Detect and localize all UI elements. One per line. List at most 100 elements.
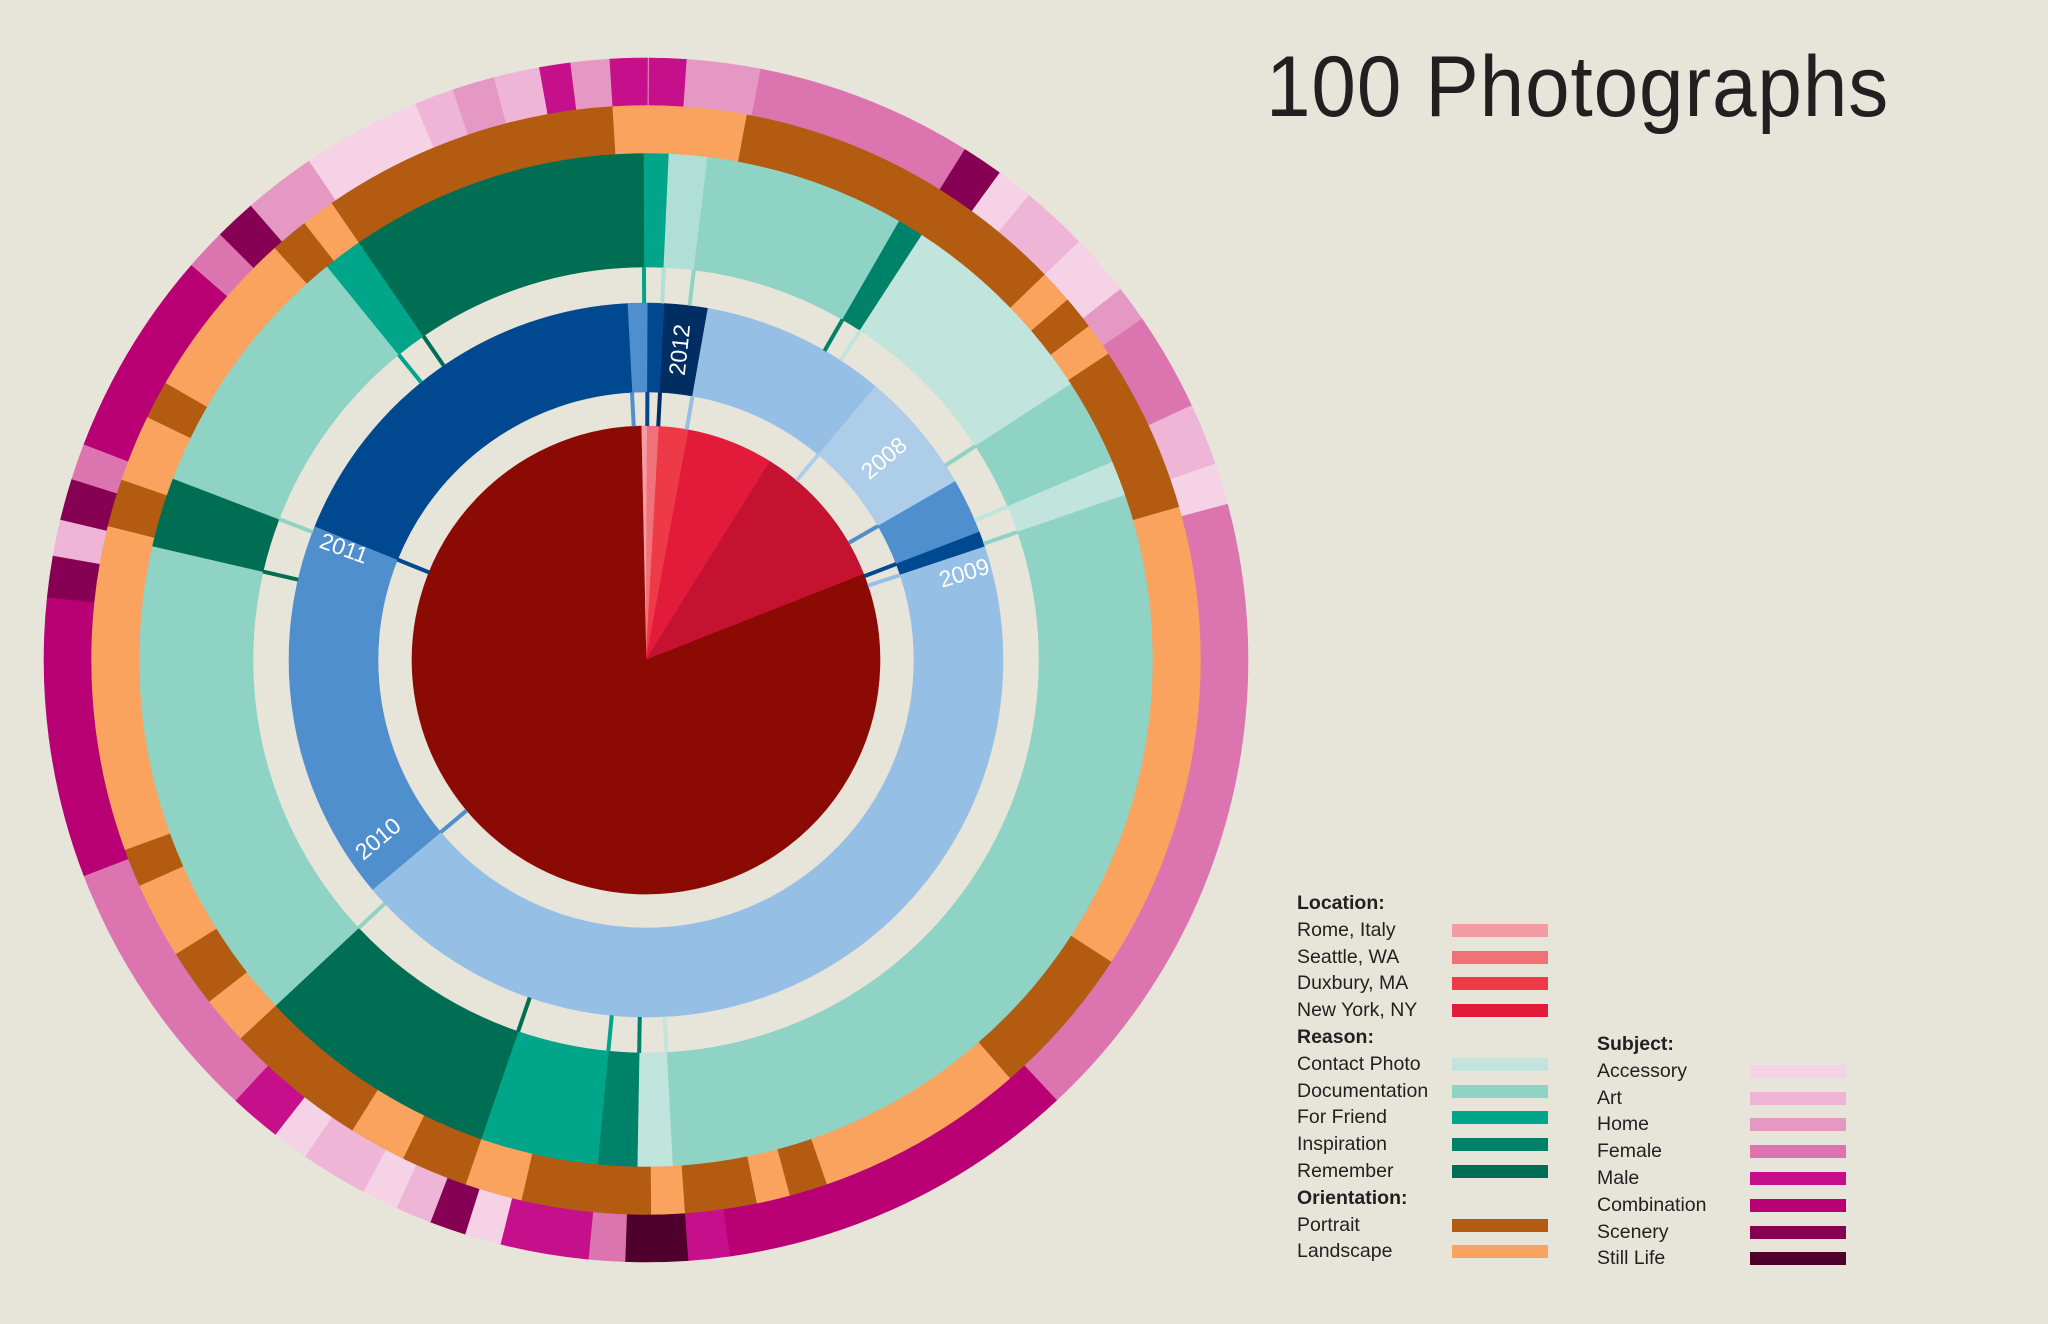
ring-location bbox=[411, 425, 881, 895]
chart-title: 100 Photographs bbox=[1266, 39, 1890, 135]
legend-label: Portrait bbox=[1297, 1213, 1360, 1236]
connector-spoke bbox=[656, 392, 663, 427]
legend-label: Male bbox=[1597, 1166, 1640, 1189]
segment-home bbox=[683, 59, 762, 116]
legend-swatch bbox=[1750, 1145, 1846, 1159]
legend-header-orientation: Orientation: bbox=[1297, 1186, 1408, 1209]
connector-spoke bbox=[687, 269, 696, 306]
legend-item-portrait: Portrait bbox=[1297, 1212, 1548, 1239]
segment--unlabeled- bbox=[645, 461, 865, 661]
segment-landscape bbox=[611, 104, 748, 162]
segment-home bbox=[570, 58, 613, 110]
legend-item-remember: Remember bbox=[1297, 1158, 1548, 1185]
legend-label: Accessory bbox=[1597, 1059, 1687, 1082]
connector-spoke bbox=[357, 902, 387, 930]
connector-spoke bbox=[629, 392, 636, 427]
segment-male bbox=[684, 1209, 731, 1261]
legend-right-column: Subject: Accessory Art Home Female Male … bbox=[1597, 1031, 1846, 1272]
legend-label: Duxbury, MA bbox=[1297, 972, 1409, 995]
segment-female bbox=[587, 1212, 627, 1262]
legend-item-still-life: Still Life bbox=[1597, 1245, 1846, 1272]
connector-spoke bbox=[822, 318, 845, 352]
legend-swatch bbox=[1750, 1252, 1846, 1266]
legend-header-subject: Subject: bbox=[1597, 1033, 1674, 1055]
legend-item-home: Home bbox=[1597, 1111, 1846, 1138]
legend-label: Landscape bbox=[1297, 1240, 1393, 1263]
legend-label: New York, NY bbox=[1297, 999, 1418, 1022]
legend-swatch bbox=[1452, 1218, 1548, 1232]
legend-swatch bbox=[1750, 1171, 1846, 1185]
legend-label: Scenery bbox=[1597, 1220, 1669, 1243]
legend-swatch bbox=[1452, 1138, 1548, 1152]
legend-left-column: Location: Rome, Italy Seattle, WA Duxbur… bbox=[1297, 890, 1548, 1265]
legend-label: Female bbox=[1597, 1140, 1663, 1163]
connector-spoke bbox=[863, 562, 897, 579]
legend-label: Documentation bbox=[1297, 1079, 1429, 1102]
connector-spoke bbox=[421, 334, 446, 367]
legend-swatch bbox=[1452, 950, 1548, 964]
year-label-2012: 2012 bbox=[664, 323, 695, 377]
connector-spoke bbox=[684, 395, 695, 430]
legend-label: Inspiration bbox=[1297, 1133, 1387, 1156]
legend-label: Still Life bbox=[1597, 1247, 1666, 1270]
legend-label: Home bbox=[1597, 1113, 1650, 1136]
segment-landscape bbox=[650, 1165, 686, 1216]
segment--unlabeled- bbox=[411, 425, 881, 895]
legend-item-seattle: Seattle, WA bbox=[1297, 944, 1548, 971]
legend-item-contact-photo: Contact Photo bbox=[1297, 1051, 1548, 1078]
segment-male bbox=[648, 57, 688, 107]
connector-spoke bbox=[637, 1016, 642, 1053]
legend-header-location: Location: bbox=[1297, 892, 1385, 914]
connector-spoke bbox=[397, 353, 423, 384]
legend-swatch bbox=[1452, 1164, 1548, 1178]
legend-item-duxbury: Duxbury, MA bbox=[1297, 970, 1548, 997]
connector-spoke bbox=[973, 504, 1009, 523]
ring-orientation bbox=[90, 104, 1202, 1216]
segment-contact-photo bbox=[636, 1052, 673, 1168]
legend-item-scenery: Scenery bbox=[1597, 1219, 1846, 1246]
connector-spoke bbox=[439, 808, 469, 834]
legend-label: For Friend bbox=[1297, 1106, 1387, 1129]
segment-2009 bbox=[372, 546, 1004, 1018]
legend-header-reason: Reason: bbox=[1297, 1025, 1374, 1048]
legend-item-accessory: Accessory bbox=[1597, 1058, 1846, 1085]
connector-spoke bbox=[396, 557, 430, 575]
legend-item-inspiration: Inspiration bbox=[1297, 1131, 1548, 1158]
connector-spoke bbox=[794, 453, 820, 483]
legend-item-documentation: Documentation bbox=[1297, 1078, 1548, 1105]
legend-label: Art bbox=[1597, 1086, 1622, 1109]
legend-swatch bbox=[1750, 1198, 1846, 1212]
legend-item-landscape: Landscape bbox=[1297, 1238, 1548, 1265]
segment-male bbox=[608, 57, 649, 107]
legend-swatch bbox=[1750, 1118, 1846, 1132]
legend-label: Combination bbox=[1597, 1193, 1707, 1216]
legend-label: Seattle, WA bbox=[1297, 945, 1400, 968]
connector-spoke bbox=[838, 329, 862, 362]
legend-item-for-friend: For Friend bbox=[1297, 1104, 1548, 1131]
legend-label: Rome, Italy bbox=[1297, 918, 1396, 941]
legend-item-combination: Combination bbox=[1597, 1192, 1846, 1219]
legend-swatch bbox=[1452, 1004, 1548, 1018]
connector-spoke bbox=[606, 1015, 614, 1052]
legend-swatch bbox=[1452, 1084, 1548, 1098]
connector-spoke bbox=[660, 267, 666, 304]
ring-subject bbox=[43, 57, 1249, 1263]
connector-spoke bbox=[867, 573, 901, 588]
connector-spoke bbox=[262, 569, 299, 582]
legend-item-male: Male bbox=[1597, 1165, 1846, 1192]
legend-item-female: Female bbox=[1597, 1138, 1846, 1165]
rings-layer bbox=[43, 57, 1249, 1263]
legend-swatch bbox=[1452, 1245, 1548, 1259]
legend-label: Contact Photo bbox=[1297, 1052, 1421, 1075]
legend-swatch bbox=[1452, 1111, 1548, 1125]
legend-swatch bbox=[1452, 923, 1548, 937]
connector-spoke bbox=[847, 524, 880, 545]
spokes-layer bbox=[262, 266, 1019, 1053]
legend-item-new-york: New York, NY bbox=[1297, 997, 1548, 1024]
legend-swatch bbox=[1452, 1057, 1548, 1071]
connector-spoke bbox=[982, 530, 1019, 546]
connector-spoke bbox=[278, 517, 314, 534]
connector-spoke bbox=[516, 996, 532, 1033]
legend-label: Remember bbox=[1297, 1159, 1394, 1182]
